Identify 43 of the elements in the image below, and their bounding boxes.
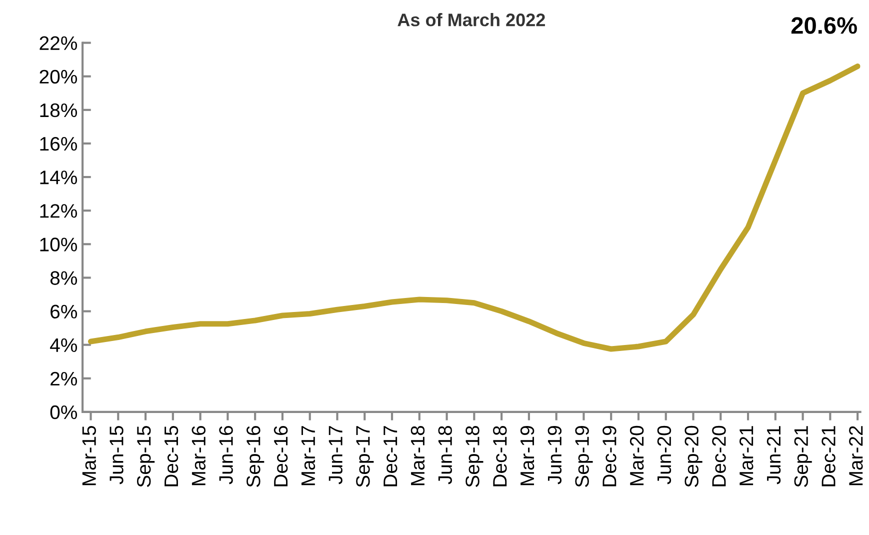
chart-title: As of March 2022: [398, 13, 545, 26]
y-tick-label: 16%: [40, 136, 78, 151]
x-tick-label: Sep-20: [684, 426, 702, 487]
x-tick-label: Jun-17: [328, 426, 342, 484]
y-tick-label: 10%: [40, 238, 78, 252]
x-tick-label: Mar-22: [849, 426, 863, 486]
x-tick-label: Jun-16: [219, 426, 233, 484]
y-tick-label: 14%: [40, 170, 78, 184]
x-tick-label: Jun-15: [110, 426, 124, 484]
x-tick-label: Mar-15: [82, 426, 96, 486]
y-tick-label: 0%: [50, 405, 77, 420]
x-tick-label: Mar-20: [630, 426, 644, 486]
y-tick-label: 4%: [50, 338, 77, 352]
y-tick-label: 8%: [50, 271, 77, 285]
x-tick-label: Dec-15: [164, 426, 178, 486]
x-tick-label: Jun-20: [657, 426, 672, 484]
x-tick-label: Sep-15: [136, 426, 155, 487]
x-tick-label: Dec-19: [602, 426, 616, 486]
x-tick-label: Dec-18: [493, 426, 507, 486]
x-tick-label: Sep-16: [246, 426, 264, 487]
x-tick-label: Mar-19: [520, 426, 534, 486]
x-tick-label: Dec-16: [274, 426, 288, 486]
x-tick-label: Sep-17: [356, 426, 374, 487]
x-tick-label: Jun-19: [548, 426, 562, 484]
x-tick-label: Dec-21: [822, 426, 836, 486]
x-tick-label: Mar-16: [192, 426, 206, 486]
x-tick-label: Sep-19: [575, 426, 593, 487]
x-tick-label: Dec-17: [384, 426, 398, 486]
y-tick-label: 18%: [40, 103, 78, 118]
y-tick-label: 12%: [40, 204, 78, 218]
y-tick-label: 20%: [40, 70, 78, 84]
x-tick-label: Mar-18: [410, 426, 425, 486]
y-tick-label: 2%: [50, 372, 77, 386]
y-tick-label: 22%: [40, 36, 78, 50]
x-tick-label: Jun-21: [766, 426, 781, 484]
x-tick-label: Mar-17: [302, 426, 316, 486]
x-tick-label: Jun-18: [438, 426, 452, 484]
y-tick-label: 6%: [50, 304, 77, 319]
x-tick-label: Dec-20: [712, 426, 726, 486]
x-tick-label: Sep-18: [466, 426, 484, 487]
data-label: 20.6%: [791, 17, 857, 34]
x-tick-label: Sep-21: [794, 426, 812, 487]
x-tick-label: Mar-21: [739, 426, 754, 486]
